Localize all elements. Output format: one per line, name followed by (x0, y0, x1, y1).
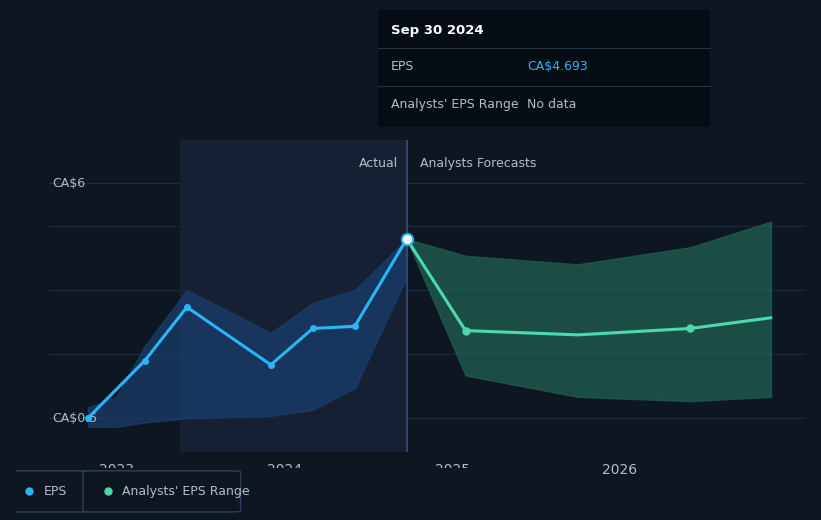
Text: Analysts Forecasts: Analysts Forecasts (420, 158, 537, 171)
FancyBboxPatch shape (83, 471, 241, 512)
Text: Analysts' EPS Range: Analysts' EPS Range (391, 98, 519, 111)
Text: Actual: Actual (359, 158, 398, 171)
Text: No data: No data (527, 98, 576, 111)
Text: Analysts' EPS Range: Analysts' EPS Range (122, 485, 250, 498)
Text: CA$4.693: CA$4.693 (527, 59, 588, 72)
FancyBboxPatch shape (7, 471, 90, 512)
Text: EPS: EPS (391, 59, 415, 72)
Text: CA$6: CA$6 (53, 177, 85, 190)
Text: EPS: EPS (44, 485, 67, 498)
Text: CA$0.5: CA$0.5 (53, 412, 98, 425)
Bar (180, 140, 406, 452)
Text: Sep 30 2024: Sep 30 2024 (391, 24, 484, 37)
